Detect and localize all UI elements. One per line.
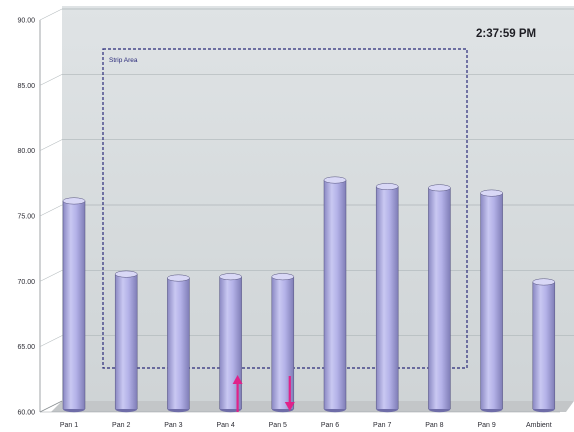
- y-tick-label: 75.00: [17, 214, 35, 221]
- bar-body: [324, 180, 346, 409]
- gridline-side-80.00: [39, 139, 63, 151]
- y-tick-label: 85.00: [17, 83, 35, 90]
- down-arrow-icon: [284, 376, 295, 411]
- gridline-side-90.00: [39, 8, 63, 21]
- x-tick-label: Pan 8: [425, 422, 443, 429]
- bar-top: [480, 189, 503, 197]
- bar-pan-7: [375, 183, 399, 413]
- gridline-side-75.00: [39, 204, 63, 217]
- x-tick-label: Pan 4: [216, 422, 234, 429]
- y-tick-label: 90.00: [17, 18, 35, 25]
- bar-body: [115, 274, 138, 409]
- bar-pan-5: [271, 273, 295, 413]
- strip-area-label: Strip Area: [109, 57, 138, 64]
- y-tick-label: 80.00: [17, 148, 35, 155]
- arrow-head: [284, 402, 295, 411]
- bar-pan-4: [219, 273, 242, 413]
- y-tick-label: 60.00: [17, 410, 35, 417]
- x-tick-label: Pan 3: [164, 422, 182, 429]
- bar-pan-9: [480, 189, 503, 413]
- axis-corner-line: [39, 400, 63, 413]
- x-axis-category-labels: Pan 1 Pan 2 Pan 3 Pan 4 Pan 5 Pan 6 Pan 7 Pan 8…: [60, 422, 552, 429]
- gridline-side-85.00: [39, 74, 63, 86]
- annotations: [232, 375, 295, 412]
- bar-body: [271, 276, 294, 409]
- bar-top: [167, 274, 190, 282]
- bars: [62, 176, 556, 413]
- y-tick-label: 70.00: [17, 279, 35, 286]
- bar-top: [114, 270, 138, 278]
- bar-body: [219, 276, 242, 409]
- x-tick-label: Pan 9: [477, 422, 495, 429]
- y-axis-tick-labels: 60.00 65.00 70.00 75.00 80.00 85.00 90.00: [17, 18, 35, 417]
- arrow-head: [232, 375, 243, 384]
- bar-body: [480, 193, 503, 409]
- gridline-side-70.00: [39, 270, 63, 282]
- x-tick-label: Pan 5: [269, 422, 287, 429]
- x-tick-label: Pan 2: [112, 422, 130, 429]
- bar-top: [428, 184, 451, 192]
- bar-body: [428, 187, 451, 409]
- bar-body: [167, 278, 190, 409]
- bar-pan-8: [428, 184, 451, 413]
- x-tick-label: Ambient: [526, 422, 552, 429]
- bar-ambient: [532, 278, 556, 413]
- x-tick-label: Pan 1: [60, 422, 78, 429]
- bar-pan-1: [62, 197, 86, 413]
- bar-top: [375, 183, 399, 191]
- bar-top: [532, 278, 556, 286]
- bar-body: [532, 281, 555, 409]
- bar-pan-6: [323, 176, 347, 413]
- bar-body: [63, 200, 85, 409]
- bar-top: [219, 273, 242, 281]
- up-arrow-icon: [232, 375, 243, 412]
- gridline-side-65.00: [39, 335, 63, 347]
- y-tick-label: 65.00: [17, 344, 35, 351]
- bar-pan-2: [114, 270, 138, 413]
- bar-top: [62, 197, 86, 205]
- x-tick-label: Pan 6: [321, 422, 339, 429]
- clock-time: 2:37:59 PM: [476, 28, 536, 40]
- bar-pan-3: [167, 274, 190, 413]
- bar-top: [323, 176, 347, 184]
- bar-top: [271, 273, 295, 281]
- bar-body: [376, 186, 399, 409]
- x-tick-label: Pan 7: [373, 422, 391, 429]
